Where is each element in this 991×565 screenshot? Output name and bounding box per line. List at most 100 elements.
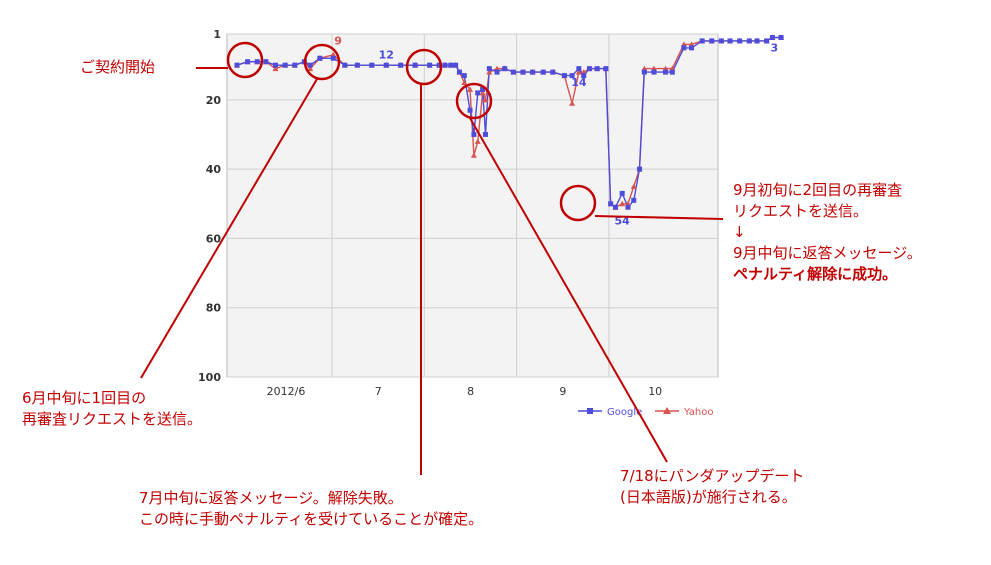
annotation-line: 7/18にパンダアップデート	[620, 467, 805, 485]
data-point-google	[699, 38, 705, 44]
callout-line	[140, 78, 318, 379]
data-point-google	[637, 166, 643, 172]
data-point-google	[383, 62, 389, 68]
data-point-google	[581, 73, 587, 79]
data-point-google	[475, 90, 481, 96]
callout-circle	[303, 43, 341, 81]
data-label: 14	[571, 76, 587, 89]
data-point-google	[342, 62, 348, 68]
x-tick-label: 9	[559, 385, 566, 398]
annotation-line: ↓	[733, 223, 746, 241]
data-point-google	[245, 59, 251, 65]
data-point-google	[737, 38, 743, 44]
data-point-yahoo	[479, 89, 486, 96]
legend-label: Google	[607, 407, 642, 418]
data-point-yahoo	[619, 200, 626, 207]
data-point-google	[520, 69, 526, 75]
data-label: 54	[615, 215, 631, 228]
data-point-yahoo	[486, 69, 493, 75]
x-tick-label: 8	[467, 385, 474, 398]
data-point-google	[764, 38, 770, 44]
y-tick-label: 60	[206, 232, 222, 245]
annotation-line: (日本語版)が施行される。	[620, 488, 797, 506]
data-point-google	[510, 69, 516, 75]
data-point-google	[234, 62, 240, 68]
callout-circle	[405, 48, 443, 86]
data-point-google	[709, 38, 715, 44]
callout-line	[469, 117, 668, 463]
annotation-september: 9月初旬に2回目の再審査 リクエストを送信。 ↓ 9月中旬に返答メッセージ。 ペ…	[733, 180, 922, 285]
annotation-line-bold: ペナルティ解除に成功。	[733, 265, 898, 283]
data-point-google	[448, 62, 454, 68]
data-point-google	[631, 197, 637, 203]
data-point-google	[467, 107, 473, 113]
data-point-google	[442, 62, 448, 68]
data-point-google	[576, 66, 582, 72]
annotation-contract-start: ご契約開始	[80, 57, 155, 78]
y-tick-label: 1	[213, 28, 221, 41]
data-point-google	[641, 69, 647, 75]
data-point-google	[718, 38, 724, 44]
data-point-google	[436, 62, 442, 68]
data-point-yahoo	[461, 79, 468, 86]
data-point-google	[453, 62, 459, 68]
data-point-google	[663, 69, 669, 75]
data-point-google	[594, 66, 600, 72]
data-point-google	[681, 45, 687, 51]
data-point-google	[354, 62, 360, 68]
annotation-line: 7月中旬に返答メッセージ。解除失敗。	[139, 489, 403, 507]
data-point-google	[412, 62, 418, 68]
x-tick-label: 10	[648, 385, 662, 398]
annotation-line: この時に手動ペナルティを受けていることが確定。	[139, 510, 484, 528]
y-tick-label: 20	[206, 94, 222, 107]
legend-label: Yahoo	[683, 407, 713, 418]
data-point-google	[727, 38, 733, 44]
callout-line	[594, 215, 724, 220]
annotation-line: 9月中旬に返答メッセージ。	[733, 244, 922, 262]
data-point-google	[603, 66, 609, 72]
data-point-google	[307, 62, 313, 68]
data-point-google	[369, 62, 375, 68]
data-point-google	[273, 62, 279, 68]
x-tick-label: 2012/6	[267, 385, 306, 398]
data-point-google	[254, 59, 260, 65]
data-point-yahoo	[482, 96, 489, 103]
data-point-yahoo	[474, 138, 481, 144]
annotation-first-request: 6月中旬に1回目の 再審査リクエストを送信。	[22, 388, 202, 430]
data-point-google	[608, 201, 614, 207]
y-tick-label: 40	[206, 163, 222, 176]
data-point-google	[612, 204, 618, 210]
data-point-yahoo	[470, 152, 477, 158]
annotation-line: 9月初旬に2回目の再審査	[733, 181, 903, 199]
data-point-google	[569, 73, 575, 79]
data-point-google	[530, 69, 536, 75]
data-label: 9	[334, 34, 342, 47]
data-point-yahoo	[575, 69, 582, 75]
data-point-yahoo	[569, 100, 576, 106]
data-point-google	[550, 69, 556, 75]
plot-area	[226, 33, 719, 378]
data-point-yahoo	[630, 183, 637, 189]
data-point-google	[398, 62, 404, 68]
data-point-google	[669, 69, 675, 75]
data-point-google	[461, 73, 467, 79]
annotation-line: 再審査リクエストを送信。	[22, 410, 203, 428]
data-label: 3	[771, 41, 779, 54]
data-point-google	[689, 45, 695, 51]
y-tick-label: 80	[206, 302, 222, 315]
legend-marker-yahoo	[663, 407, 671, 414]
data-point-google	[282, 62, 288, 68]
data-point-google	[480, 86, 486, 92]
data-label: 12	[379, 48, 394, 61]
callout-circle	[455, 82, 493, 120]
data-point-google	[754, 38, 760, 44]
data-point-google	[317, 55, 323, 61]
annotation-line: リクエストを送信。	[733, 202, 869, 220]
data-point-yahoo	[467, 86, 474, 92]
data-point-google	[502, 66, 508, 72]
data-point-google	[471, 131, 477, 137]
data-point-google	[330, 55, 336, 61]
callout-circle	[226, 41, 264, 79]
data-point-google	[769, 34, 775, 40]
